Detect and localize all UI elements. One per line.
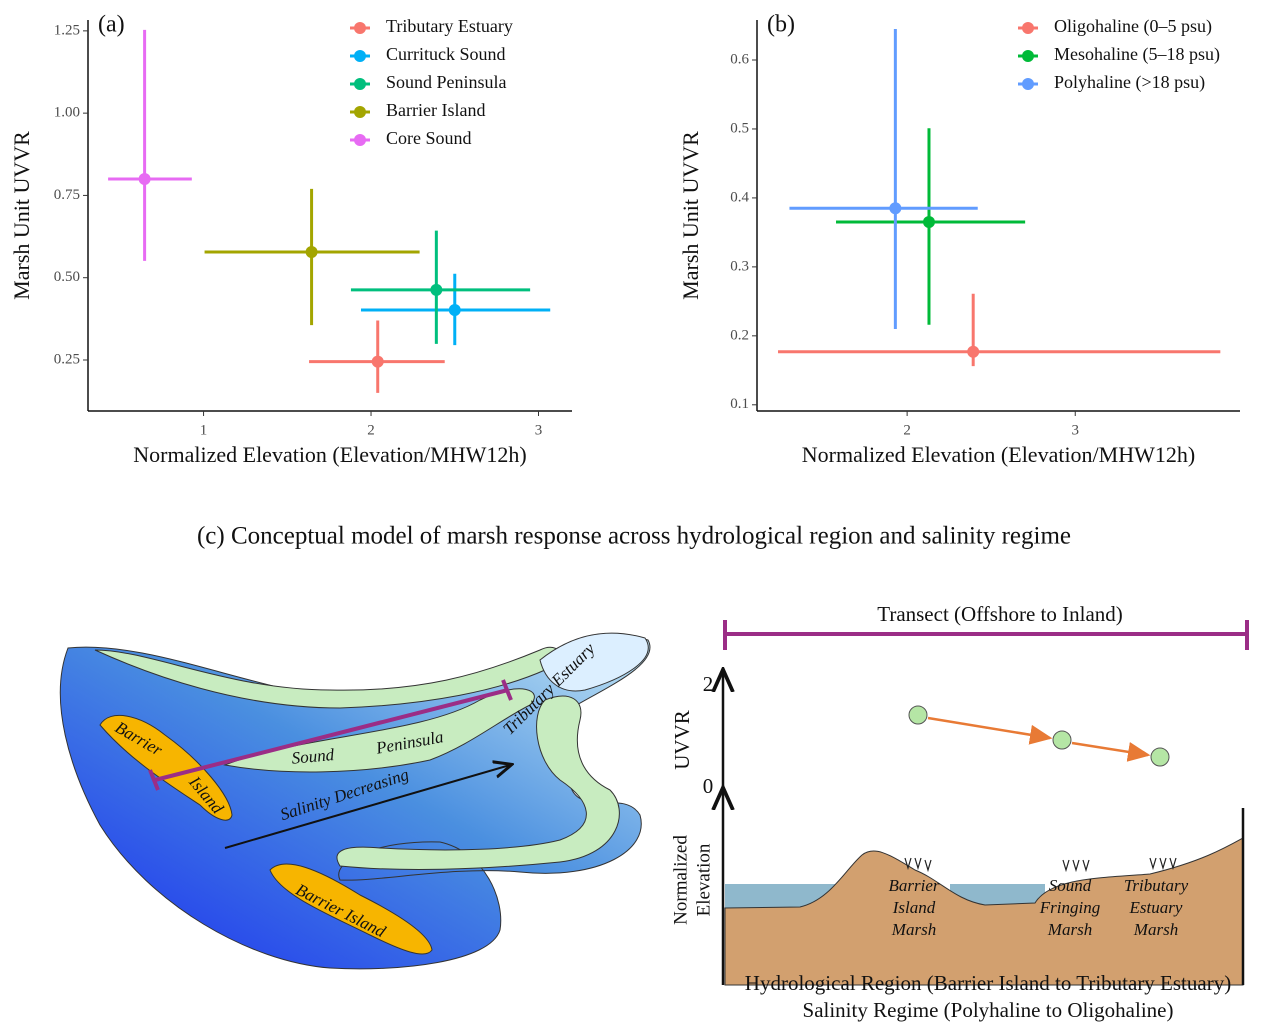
panel-label: (b): [767, 12, 795, 38]
legend-label: Currituck Sound: [386, 44, 506, 64]
map-label: Sound: [291, 745, 335, 768]
legend-key: [354, 134, 366, 146]
point: [430, 284, 442, 296]
marsh-label: Island: [892, 898, 936, 917]
y-axis-title: Marsh Unit UVVR: [9, 131, 34, 300]
axis-tick: 2: [703, 672, 714, 696]
axis-label: Normalized: [670, 835, 691, 925]
marsh-label: Marsh: [1047, 920, 1092, 939]
y-tick-label: 1.00: [54, 105, 80, 121]
legend-label: Core Sound: [386, 128, 472, 148]
legend-key: [354, 106, 366, 118]
concept-point: [1053, 731, 1071, 749]
chart-panel: 1 2 3 0.25 0.50 0.75 1.00 1.25 Normalized Elevat…: [9, 12, 572, 468]
legend-key: [354, 22, 366, 34]
x-label: Hydrological Region (Barrier Island to T…: [745, 971, 1231, 995]
y-tick-label: 0.3: [730, 258, 749, 274]
marsh-label: Estuary: [1129, 898, 1183, 917]
chart-panel: 2 3 0.1 0.2 0.3 0.4 0.5 0.6 Normalized Elevation…: [678, 12, 1240, 468]
map: Barrier Island Sound Peninsula Tributary…: [60, 633, 650, 969]
legend-label: Barrier Island: [386, 100, 485, 120]
figure: (c) Conceptual model of marsh response a…: [0, 0, 1268, 1026]
legend-key: [1022, 78, 1034, 90]
legend-label: Sound Peninsula: [386, 72, 507, 92]
legend-key: [1022, 50, 1034, 62]
point: [306, 246, 318, 258]
y-tick-label: 0.6: [730, 51, 749, 67]
grass: [905, 858, 1176, 870]
legend-label: Oligohaline (0–5 psu): [1054, 16, 1212, 37]
x-axis-title: Normalized Elevation (Elevation/MHW12h): [802, 442, 1195, 467]
legend-label: Tributary Estuary: [386, 16, 513, 36]
marsh-label: Barrier: [889, 876, 940, 895]
x-tick-label: 2: [367, 422, 375, 438]
point: [372, 356, 384, 368]
x-label: Salinity Regime (Polyhaline to Oligohali…: [803, 998, 1174, 1022]
axis-label: Elevation: [693, 843, 714, 916]
legend-label: Mesohaline (5–18 psu): [1054, 44, 1220, 65]
x-tick-label: 1: [200, 422, 208, 438]
caption: (c) Conceptual model of marsh response a…: [197, 523, 1071, 550]
y-tick-label: 0.50: [54, 269, 80, 285]
marsh-label: Fringing: [1039, 898, 1100, 917]
marsh-label: Marsh: [1133, 920, 1178, 939]
concept-point: [909, 706, 927, 724]
x-tick-label: 2: [903, 422, 911, 438]
page: {"chart_data": [ {"type": "scatter", "pa…: [0, 0, 1268, 1026]
point: [889, 202, 901, 214]
point: [967, 346, 979, 358]
point: [449, 304, 461, 316]
y-tick-label: 1.25: [54, 22, 80, 38]
y-tick-label: 0.25: [54, 351, 80, 367]
y-tick-label: 0.2: [730, 327, 749, 343]
y-tick-label: 0.5: [730, 120, 749, 136]
x-tick-label: 3: [535, 422, 543, 438]
arrow: [1072, 743, 1148, 755]
point: [923, 216, 935, 228]
marsh-label: Tributary: [1124, 876, 1189, 895]
profile: Transect (Offshore to Inland) 2 0 UVVR N…: [670, 602, 1247, 1022]
x-tick-label: 3: [1071, 422, 1079, 438]
axis-tick: 0: [703, 774, 714, 798]
point: [139, 173, 151, 185]
y-axis-title: Marsh Unit UVVR: [678, 131, 703, 300]
concept-point: [1151, 748, 1169, 766]
legend-key: [354, 50, 366, 62]
panel-label: (a): [98, 12, 125, 38]
y-tick-label: 0.1: [730, 396, 749, 412]
axis-label: UVVR: [670, 710, 694, 770]
arrow: [928, 718, 1050, 738]
transect-label: Transect (Offshore to Inland): [877, 602, 1123, 626]
y-tick-label: 0.75: [54, 187, 80, 203]
x-axis-title: Normalized Elevation (Elevation/MHW12h): [133, 442, 526, 467]
legend-key: [354, 78, 366, 90]
legend-key: [1022, 22, 1034, 34]
legend-label: Polyhaline (>18 psu): [1054, 72, 1205, 93]
marsh-label: Sound: [1049, 876, 1092, 895]
marsh-label: Marsh: [891, 920, 936, 939]
y-tick-label: 0.4: [730, 189, 749, 205]
